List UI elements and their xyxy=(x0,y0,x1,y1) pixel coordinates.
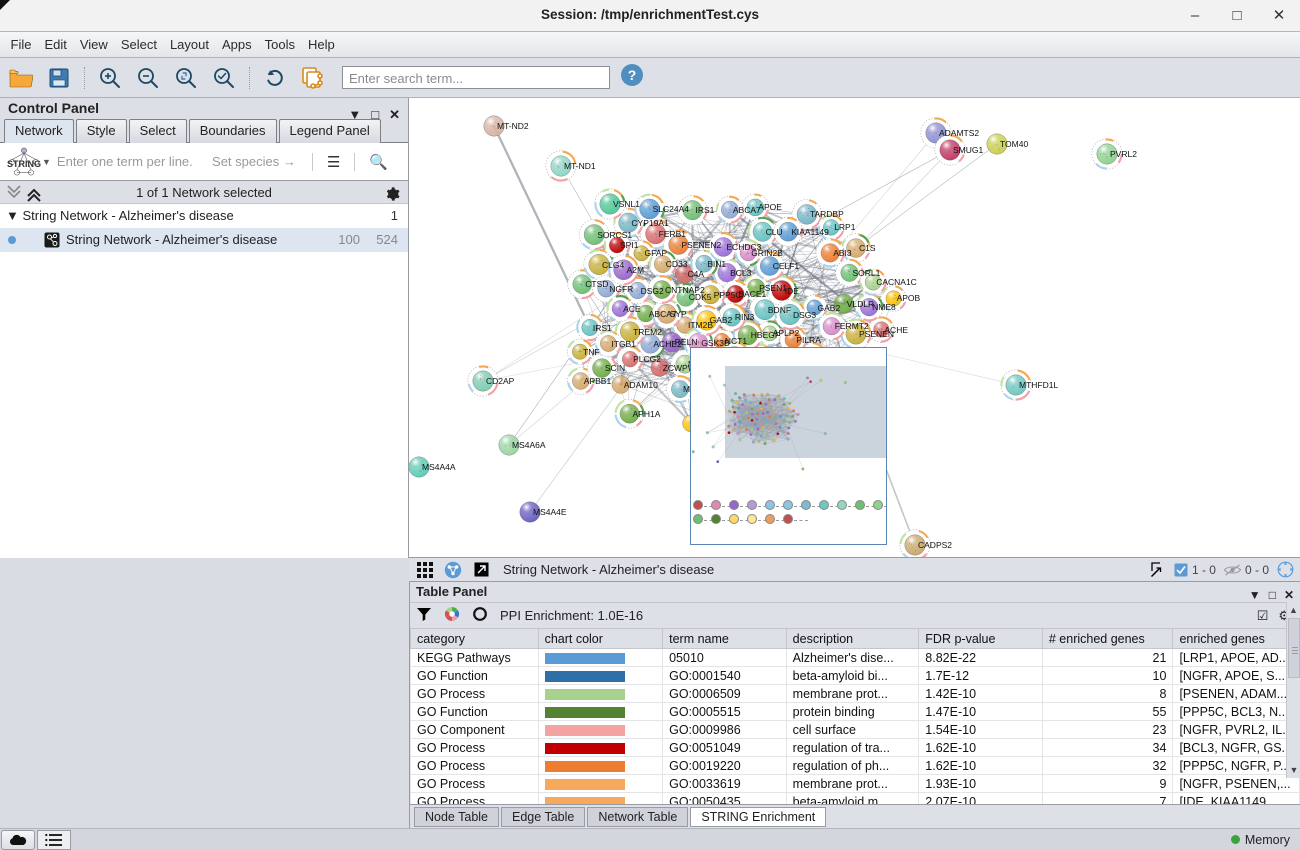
svg-text:?: ? xyxy=(628,67,637,83)
svg-text:STRING: STRING xyxy=(7,159,41,169)
